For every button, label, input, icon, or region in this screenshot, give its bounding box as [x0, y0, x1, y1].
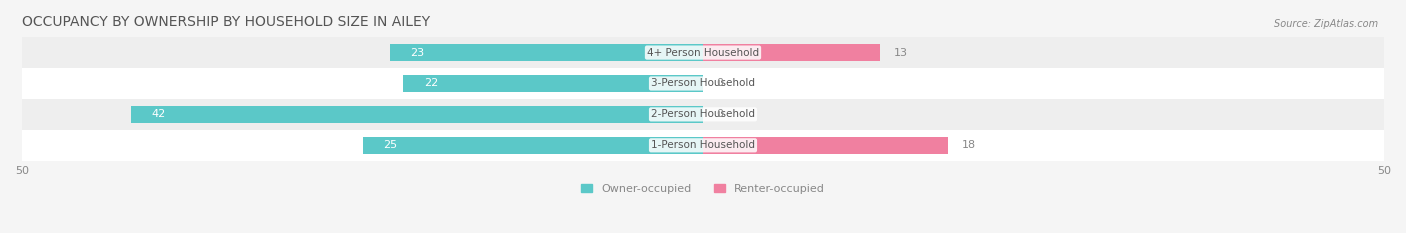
Bar: [22, 99, 1384, 130]
Text: 42: 42: [152, 109, 166, 119]
Text: 1-Person Household: 1-Person Household: [651, 140, 755, 150]
Text: 23: 23: [411, 48, 425, 58]
Text: 25: 25: [382, 140, 396, 150]
Text: 2-Person Household: 2-Person Household: [651, 109, 755, 119]
Bar: [363, 137, 703, 154]
Bar: [389, 44, 703, 61]
Text: 0: 0: [717, 109, 724, 119]
Bar: [703, 44, 880, 61]
Bar: [22, 130, 1384, 161]
Text: 18: 18: [962, 140, 976, 150]
Bar: [703, 137, 948, 154]
Text: 4+ Person Household: 4+ Person Household: [647, 48, 759, 58]
Text: 0: 0: [717, 79, 724, 89]
Bar: [22, 68, 1384, 99]
Text: Source: ZipAtlas.com: Source: ZipAtlas.com: [1274, 19, 1378, 29]
Text: 22: 22: [423, 79, 439, 89]
Bar: [22, 37, 1384, 68]
Text: 3-Person Household: 3-Person Household: [651, 79, 755, 89]
Bar: [131, 106, 703, 123]
Text: 13: 13: [894, 48, 908, 58]
Legend: Owner-occupied, Renter-occupied: Owner-occupied, Renter-occupied: [576, 179, 830, 199]
Bar: [404, 75, 703, 92]
Text: OCCUPANCY BY OWNERSHIP BY HOUSEHOLD SIZE IN AILEY: OCCUPANCY BY OWNERSHIP BY HOUSEHOLD SIZE…: [22, 15, 430, 29]
